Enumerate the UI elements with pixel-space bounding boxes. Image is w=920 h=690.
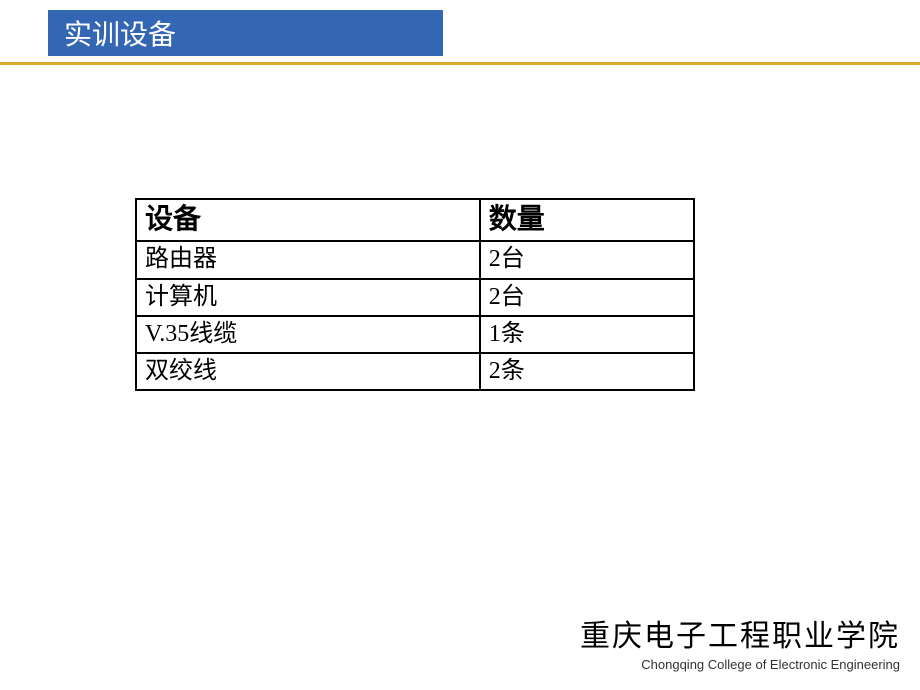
title-text: 实训设备 (64, 13, 176, 53)
horizontal-rule (0, 62, 920, 65)
footer-cn-text: 重庆电子工程职业学院 (580, 611, 900, 655)
cell-device: 计算机 (136, 279, 480, 316)
cell-device: V.35线缆 (136, 316, 480, 353)
cell-device: 双绞线 (136, 353, 480, 390)
table-row: 双绞线 2条 (136, 353, 694, 390)
cell-device: 路由器 (136, 241, 480, 278)
column-header-device: 设备 (136, 199, 480, 241)
cell-quantity: 2条 (480, 353, 694, 390)
cell-quantity: 1条 (480, 316, 694, 353)
table-row: V.35线缆 1条 (136, 316, 694, 353)
cell-quantity: 2台 (480, 241, 694, 278)
table-header-row: 设备 数量 (136, 199, 694, 241)
footer: 重庆电子工程职业学院 Chongqing College of Electron… (580, 611, 900, 672)
footer-en-text: Chongqing College of Electronic Engineer… (580, 657, 900, 672)
table-row: 计算机 2台 (136, 279, 694, 316)
cell-quantity: 2台 (480, 279, 694, 316)
title-bar: 实训设备 (48, 10, 443, 56)
column-header-quantity: 数量 (480, 199, 694, 241)
table-row: 路由器 2台 (136, 241, 694, 278)
equipment-table: 设备 数量 路由器 2台 计算机 2台 V.35线缆 1条 双绞线 2条 (135, 198, 695, 391)
